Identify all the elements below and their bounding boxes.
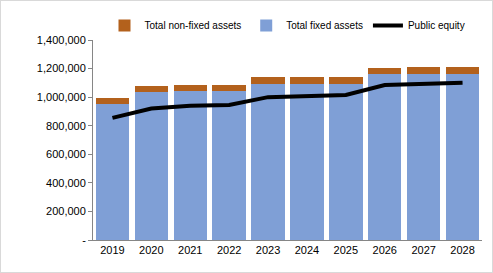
svg-text:800,000: 800,000 <box>46 120 86 132</box>
svg-text:Total fixed assets: Total fixed assets <box>286 20 363 31</box>
svg-text:2025: 2025 <box>334 244 358 256</box>
svg-text:600,000: 600,000 <box>46 148 86 160</box>
svg-text:-: - <box>82 234 86 246</box>
svg-text:2027: 2027 <box>411 244 435 256</box>
svg-text:1,400,000: 1,400,000 <box>37 34 86 46</box>
svg-text:2026: 2026 <box>373 244 397 256</box>
svg-text:2021: 2021 <box>178 244 202 256</box>
svg-text:2020: 2020 <box>139 244 163 256</box>
svg-text:Total non-fixed assets: Total non-fixed assets <box>145 20 242 31</box>
svg-text:2019: 2019 <box>100 244 124 256</box>
svg-text:2023: 2023 <box>256 244 280 256</box>
svg-text:Public equity: Public equity <box>408 20 465 31</box>
svg-text:1,000,000: 1,000,000 <box>37 91 86 103</box>
svg-text:1,200,000: 1,200,000 <box>37 62 86 74</box>
svg-text:2028: 2028 <box>450 244 474 256</box>
svg-text:2022: 2022 <box>217 244 241 256</box>
svg-text:2024: 2024 <box>295 244 319 256</box>
svg-text:400,000: 400,000 <box>46 177 86 189</box>
svg-text:200,000: 200,000 <box>46 205 86 217</box>
